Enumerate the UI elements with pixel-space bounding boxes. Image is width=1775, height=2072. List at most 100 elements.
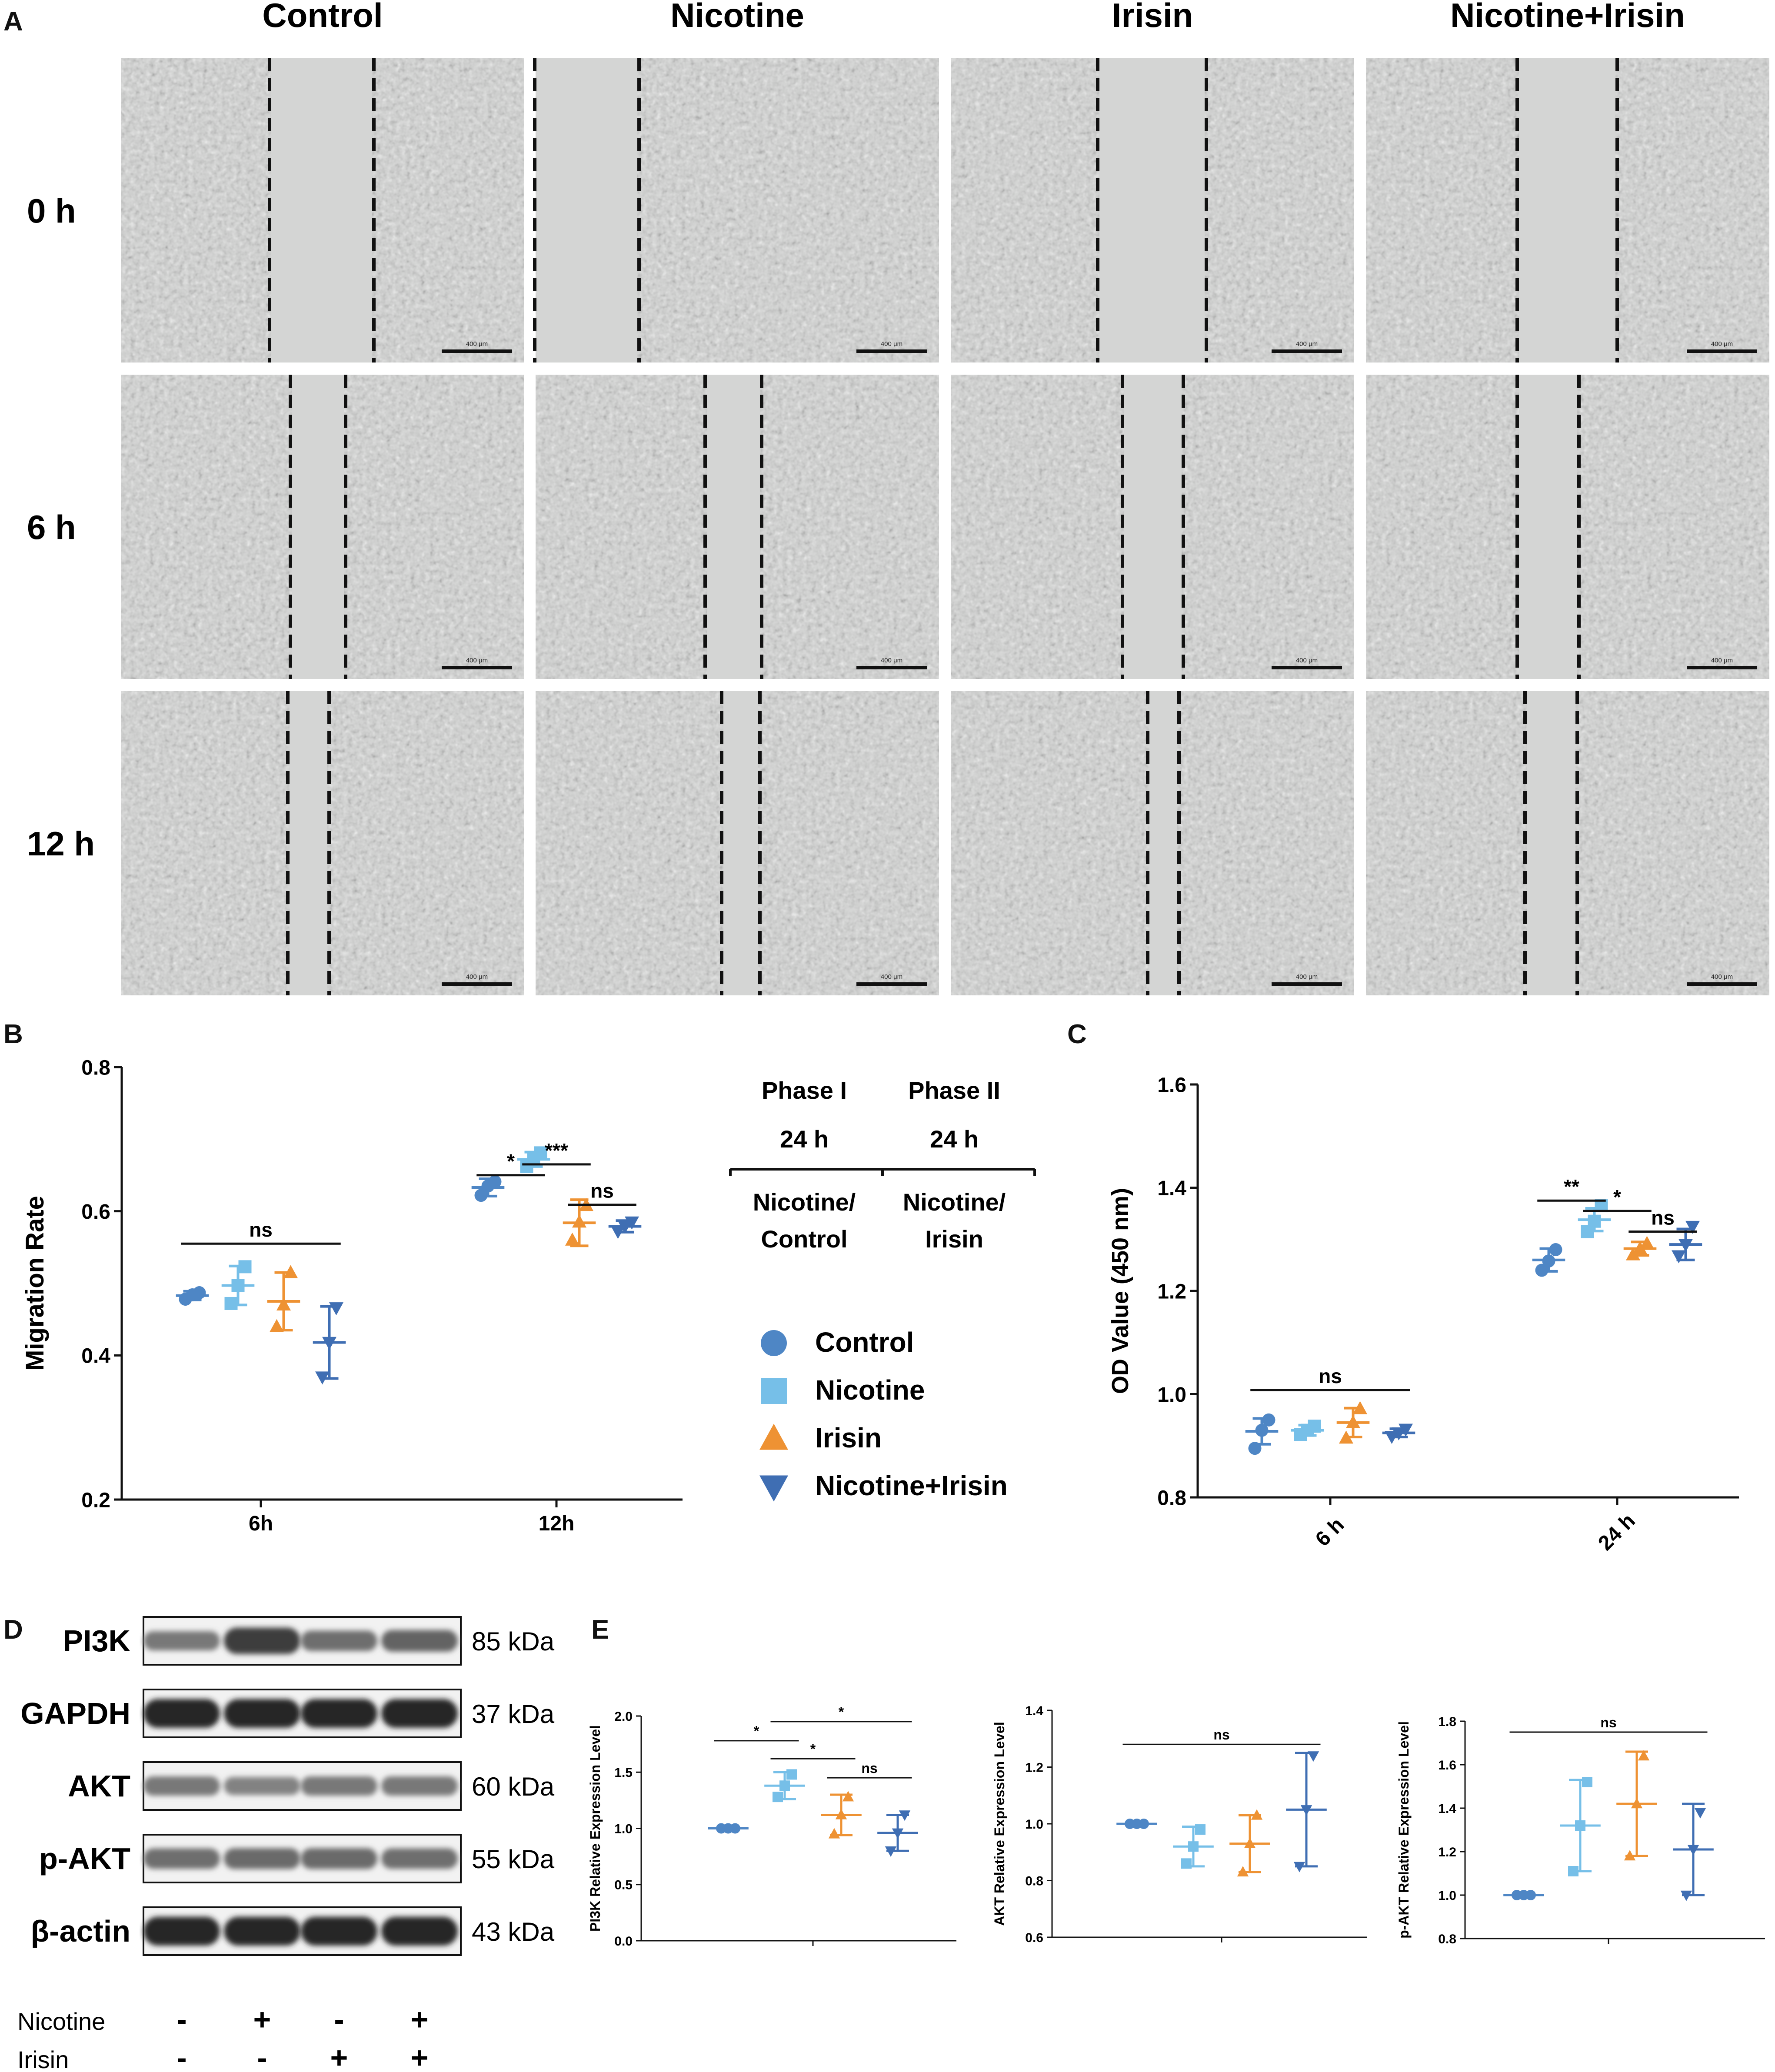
micrograph: 400 μm: [951, 375, 1354, 679]
column-header: Control: [262, 0, 383, 34]
scale-bar-label: 400 μm: [1711, 657, 1733, 664]
scratch-gap: [271, 58, 372, 363]
scale-bar-label: 400 μm: [1296, 657, 1318, 664]
y-tick-label: 0.8: [1438, 1932, 1456, 1946]
y-tick-label: 0.5: [614, 1878, 633, 1892]
blot-row: [143, 1689, 462, 1738]
legend-marker: [761, 1378, 787, 1404]
significance-label: ns: [1600, 1715, 1616, 1730]
blot-row: [143, 1616, 462, 1666]
x-tick-label: 24 h: [1594, 1509, 1639, 1555]
data-point: [773, 1792, 783, 1803]
scratch-gap: [292, 375, 344, 679]
panel-c-od-chart: 0.8 1.0 1.2 1.4 1.6 OD Value (450 nm) 6 h 24 h n…: [1107, 1074, 1739, 1555]
significance-label: ns: [590, 1180, 614, 1202]
blot-band: [381, 1630, 458, 1652]
blot-row: [143, 1906, 462, 1956]
scratch-gap: [723, 691, 758, 995]
panel-label-d: D: [3, 1615, 23, 1645]
treatment-mark: +: [330, 2041, 348, 2072]
y-tick-label: 1.0: [1025, 1817, 1043, 1832]
blot-band: [301, 1848, 377, 1869]
data-point: [238, 1260, 252, 1274]
blot-band: [224, 1916, 300, 1946]
data-point: [1346, 1415, 1360, 1428]
data-point: [1680, 1890, 1692, 1901]
data-point: [786, 1769, 797, 1780]
x-tick-label: 12h: [539, 1512, 575, 1535]
data-point: [1549, 1243, 1562, 1256]
micrograph: 400 μm: [121, 691, 524, 995]
blot-band: [224, 1848, 300, 1869]
data-point: [1575, 1820, 1585, 1831]
y-tick-label: 0.8: [1157, 1487, 1186, 1510]
molecular-weight-label: 60 kDa: [472, 1772, 555, 1801]
panel-e-pakt-chart: 0.8 1.0 1.2 1.4 1.6 1.8 p-AKT Relative Express…: [1396, 1715, 1765, 1946]
data-point: [231, 1279, 245, 1292]
data-point: [488, 1175, 502, 1188]
data-point: [270, 1319, 284, 1332]
data-point: [1248, 1442, 1262, 1455]
scale-bar-label: 400 μm: [466, 340, 488, 348]
significance-label: **: [1564, 1175, 1579, 1198]
data-point: [842, 1791, 854, 1802]
data-point: [892, 1828, 904, 1839]
data-point: [1638, 1750, 1650, 1761]
protein-label: PI3K: [63, 1624, 130, 1658]
data-point: [1568, 1866, 1579, 1876]
panel-label-a: A: [3, 7, 23, 37]
data-point: [1195, 1824, 1206, 1835]
blot-band: [143, 1699, 220, 1728]
y-axis-label: p-AKT Relative Expression Level: [1396, 1721, 1412, 1939]
panel-label-e: E: [591, 1615, 609, 1645]
scale-bar-label: 400 μm: [466, 973, 488, 981]
protein-label: β-actin: [31, 1914, 130, 1948]
micrograph: 400 μm: [951, 58, 1354, 363]
data-point: [1251, 1809, 1263, 1820]
micrograph: 400 μm: [536, 691, 939, 995]
micrograph: 400 μm: [951, 691, 1354, 995]
treatment-mark: +: [411, 2041, 429, 2072]
blot-band: [224, 1699, 300, 1728]
data-point: [276, 1297, 291, 1310]
data-point: [1582, 1777, 1592, 1787]
scratch-gap: [707, 375, 760, 679]
panel-a-scratch-assay: Control Nicotine Irisin Nicotine+Irisin 0 h 6…: [27, 0, 1769, 995]
blot-band: [301, 1699, 377, 1728]
molecular-weight-label: 43 kDa: [472, 1917, 555, 1946]
data-point: [1293, 1862, 1305, 1872]
row-header: 0 h: [27, 192, 76, 230]
y-tick-label: 0.2: [81, 1489, 110, 1512]
y-axis-label: PI3K Relative Expression Level: [587, 1725, 603, 1932]
treatment-mark: +: [253, 2002, 271, 2036]
significance-label: *: [1613, 1186, 1621, 1208]
data-point: [730, 1823, 740, 1834]
blot-band: [143, 1631, 220, 1651]
legend-marker: [759, 1475, 788, 1502]
significance-label: ns: [1213, 1727, 1229, 1743]
blot-band: [301, 1776, 377, 1796]
data-point: [1633, 1241, 1647, 1254]
data-point: [828, 1828, 840, 1839]
treatment-mark: -: [334, 2002, 344, 2036]
treatment-label: Nicotine: [17, 2008, 105, 2035]
x-tick-label: 6h: [249, 1512, 273, 1535]
column-header: Irisin: [1112, 0, 1193, 34]
y-tick-label: 1.0: [1157, 1384, 1186, 1407]
micrograph: 400 μm: [533, 58, 939, 363]
molecular-weight-label: 85 kDa: [472, 1627, 555, 1656]
row-header: 12 h: [27, 825, 95, 863]
scratch-gap: [1149, 691, 1177, 995]
data-point: [315, 1371, 330, 1385]
data-point: [1672, 1250, 1686, 1264]
row-header: 6 h: [27, 508, 76, 546]
legend: Control Nicotine Irisin Nicotine+Irisin: [759, 1327, 1008, 1502]
panel-label-c: C: [1067, 1019, 1087, 1049]
scratch-gap: [1519, 58, 1615, 363]
data-point: [1139, 1819, 1149, 1829]
y-tick-label: 1.8: [1438, 1715, 1456, 1729]
blot-band: [143, 1776, 220, 1796]
data-point: [1308, 1420, 1321, 1433]
